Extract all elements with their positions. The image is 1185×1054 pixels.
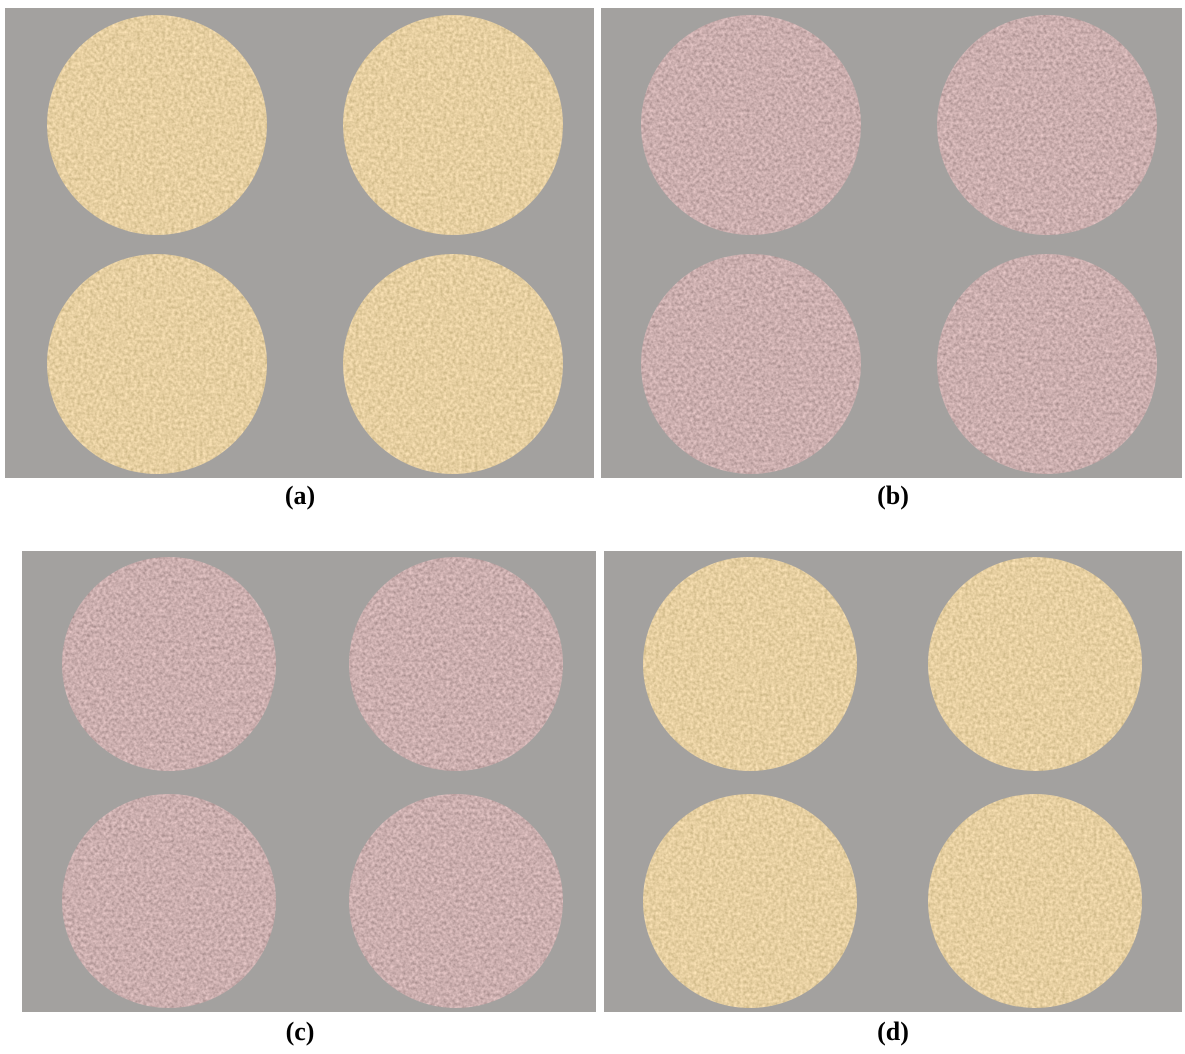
texture-disc bbox=[641, 15, 861, 235]
panel-label: (b) bbox=[877, 481, 909, 510]
panel-c: (c) bbox=[22, 551, 596, 1046]
panel-label: (a) bbox=[285, 481, 315, 510]
texture-disc bbox=[62, 557, 276, 771]
texture-disc bbox=[62, 794, 276, 1008]
panel-label: (d) bbox=[877, 1017, 909, 1046]
panel-d: (d) bbox=[604, 551, 1182, 1046]
texture-disc bbox=[343, 254, 563, 474]
texture-disc bbox=[641, 254, 861, 474]
panel-b: (b) bbox=[601, 8, 1182, 510]
texture-disc bbox=[643, 794, 857, 1008]
figure: (a) (b) (c) (d) bbox=[0, 0, 1185, 1054]
texture-disc bbox=[47, 254, 267, 474]
texture-disc bbox=[349, 794, 563, 1008]
panel-a: (a) bbox=[5, 8, 594, 510]
texture-disc bbox=[343, 15, 563, 235]
texture-disc bbox=[47, 15, 267, 235]
panel-label: (c) bbox=[286, 1017, 315, 1046]
texture-disc bbox=[349, 557, 563, 771]
texture-disc bbox=[928, 557, 1142, 771]
texture-disc bbox=[937, 254, 1157, 474]
texture-disc bbox=[928, 794, 1142, 1008]
texture-disc bbox=[643, 557, 857, 771]
texture-disc bbox=[937, 15, 1157, 235]
